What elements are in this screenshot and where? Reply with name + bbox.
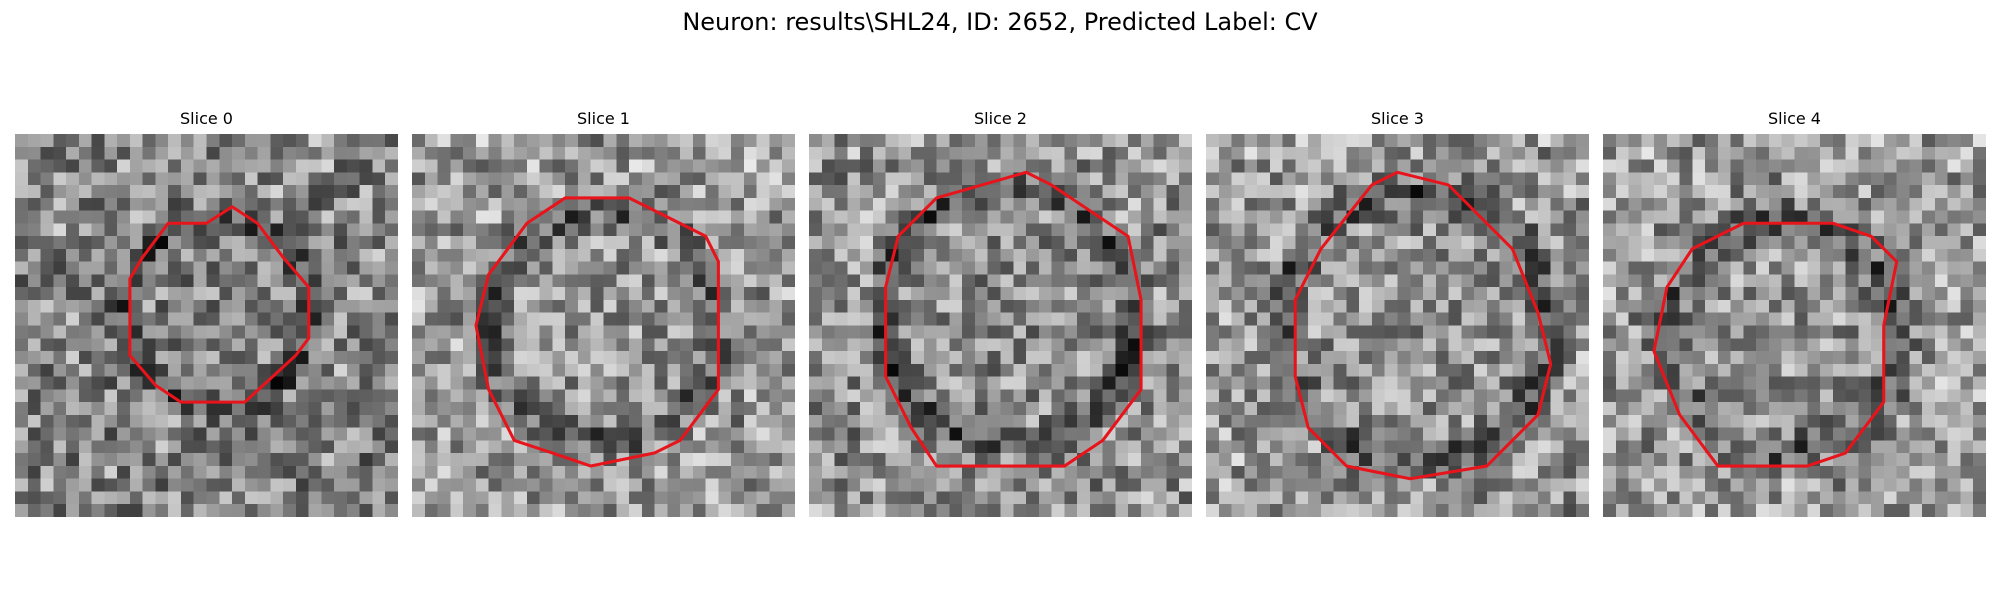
slice-pixels-4 [1603, 134, 1986, 517]
slice-title-1: Slice 1 [577, 109, 630, 128]
slice-contour-svg-1 [474, 196, 720, 468]
slice-image-4 [1603, 134, 1986, 517]
slice-panel-2: Slice 2 [809, 108, 1192, 517]
slice-contour-svg-4 [1652, 221, 1899, 468]
contour-outline-1 [474, 196, 720, 468]
slice-title-3: Slice 3 [1371, 109, 1424, 128]
slice-title-4: Slice 4 [1768, 109, 1821, 128]
slice-pixels-0 [15, 134, 398, 517]
slice-title-2: Slice 2 [974, 109, 1027, 128]
figure-title: Neuron: results\SHL24, ID: 2652, Predict… [682, 8, 1318, 36]
contour-outline-4 [1652, 221, 1899, 468]
slice-pixels-3 [1206, 134, 1589, 517]
slice-panel-1: Slice 1 [412, 108, 795, 517]
slice-contour-svg-0 [128, 205, 311, 404]
contour-outline-0 [128, 205, 311, 404]
slice-image-3 [1206, 134, 1589, 517]
contour-outline-2 [884, 170, 1143, 468]
slice-panel-0: Slice 0 [15, 108, 398, 517]
slice-contour-svg-3 [1293, 170, 1553, 481]
slice-image-1 [412, 134, 795, 517]
slice-panel-3: Slice 3 [1206, 108, 1589, 517]
slice-image-0 [15, 134, 398, 517]
contour-outline-3 [1293, 170, 1553, 481]
slice-pixels-2 [809, 134, 1192, 517]
slice-panel-4: Slice 4 [1603, 108, 1986, 517]
slice-contour-svg-2 [884, 170, 1143, 468]
slice-title-0: Slice 0 [180, 109, 233, 128]
slice-image-2 [809, 134, 1192, 517]
